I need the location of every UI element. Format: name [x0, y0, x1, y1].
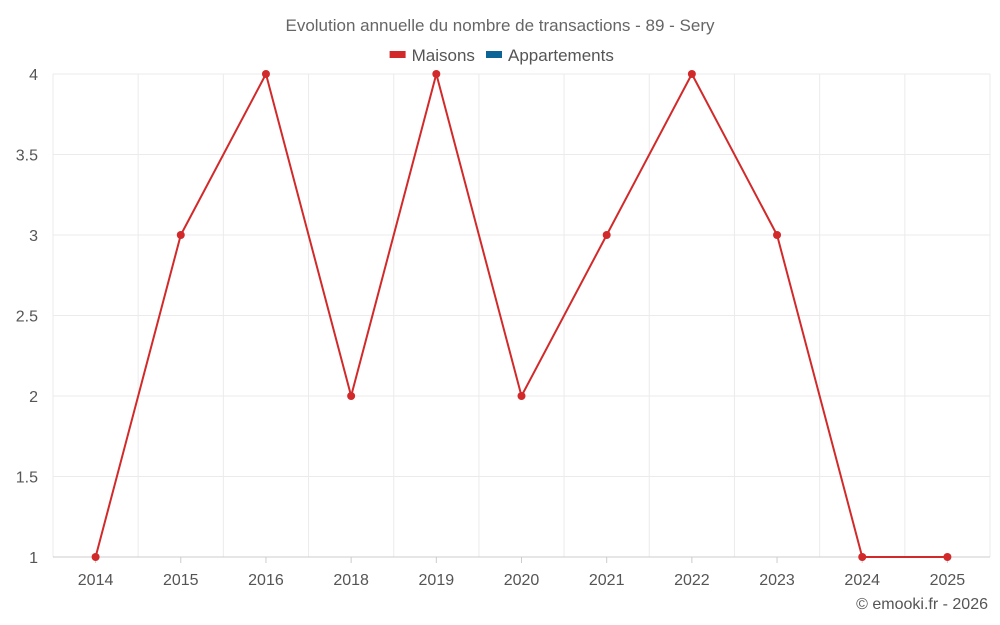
data-point[interactable] — [858, 553, 867, 561]
y-tick-label: 1.5 — [16, 470, 38, 487]
x-tick-label: 2024 — [844, 572, 880, 589]
y-tick-label: 2.5 — [16, 309, 38, 326]
legend: Maisons Appartements — [389, 46, 614, 65]
data-point[interactable] — [176, 231, 185, 239]
x-axis: 2014 2015 2016 2018 2019 2020 2021 2022 2023 2024… — [78, 557, 966, 589]
y-tick-label: 2 — [29, 389, 38, 406]
data-point[interactable] — [347, 392, 356, 400]
data-point[interactable] — [91, 553, 100, 561]
credit: © emooki.fr - 2026 — [856, 596, 988, 613]
plot-area — [91, 70, 952, 561]
x-tick-label: 2021 — [589, 572, 625, 589]
y-tick-label: 4 — [29, 67, 38, 84]
y-tick-label: 1 — [29, 550, 38, 567]
chart-title: Evolution annuelle du nombre de transact… — [285, 16, 715, 35]
data-point[interactable] — [517, 392, 526, 400]
x-tick-label: 2014 — [78, 572, 114, 589]
x-tick-label: 2018 — [333, 572, 369, 589]
x-tick-label: 2020 — [504, 572, 540, 589]
data-point[interactable] — [602, 231, 611, 239]
data-point[interactable] — [773, 231, 782, 239]
x-tick-label: 2023 — [759, 572, 795, 589]
y-tick-label: 3 — [29, 228, 38, 245]
legend-item-appartements[interactable]: Appartements — [486, 46, 614, 65]
grid — [52, 73, 991, 558]
data-point[interactable] — [432, 70, 441, 78]
x-tick-label: 2025 — [930, 572, 966, 589]
legend-label: Maisons — [412, 46, 475, 65]
legend-label: Appartements — [508, 46, 614, 65]
y-tick-label: 3.5 — [16, 148, 38, 165]
data-point[interactable] — [687, 70, 696, 78]
y-axis: 1 1.5 2 2.5 3 3.5 4 — [16, 67, 38, 567]
legend-swatch — [486, 51, 502, 58]
data-point[interactable] — [943, 553, 952, 561]
data-point[interactable] — [261, 70, 270, 78]
x-tick-label: 2016 — [248, 572, 284, 589]
x-tick-label: 2015 — [163, 572, 199, 589]
legend-item-maisons[interactable]: Maisons — [389, 46, 475, 65]
legend-swatch — [389, 51, 406, 58]
x-tick-label: 2022 — [674, 572, 710, 589]
x-tick-label: 2019 — [419, 572, 455, 589]
